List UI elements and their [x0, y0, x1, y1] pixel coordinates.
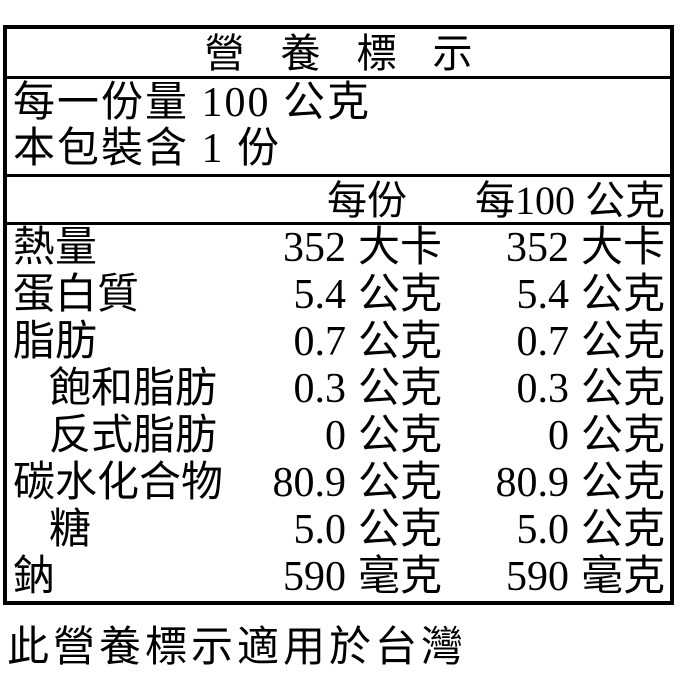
per-100g-unit: 公克: [580, 272, 665, 318]
per-serving-unit: 大卡: [357, 225, 442, 271]
per-serving-unit: 公克: [357, 319, 442, 365]
per-100g-unit: 公克: [580, 413, 665, 459]
per-serving-unit: 公克: [357, 272, 442, 318]
nutrient-table: 熱量 352 大卡 352 大卡 蛋白質 5.4 公克 5.4 公克 脂肪 0.7 公克 …: [7, 225, 670, 601]
nutrient-row-trans-fat: 反式脂肪 0 公克 0 公克: [7, 413, 670, 460]
nutrient-name: 脂肪: [13, 319, 98, 365]
per-serving-unit: 公克: [357, 413, 442, 459]
nutrient-name: 糖: [49, 507, 92, 553]
per-100g-unit: 毫克: [580, 554, 665, 600]
per-100g-unit: 公克: [580, 366, 665, 412]
nutrient-row-calories: 熱量 352 大卡 352 大卡: [7, 225, 670, 272]
per-100g-unit: 公克: [580, 507, 665, 553]
per-serving-value: 352 大卡: [282, 225, 442, 271]
per-serving-unit: 毫克: [357, 554, 442, 600]
nutrient-name: 蛋白質: [13, 272, 140, 318]
column-header-row: 每份 每100 公克: [7, 177, 670, 225]
per-100g-unit: 公克: [580, 460, 665, 506]
per-100g-value: 352 大卡: [505, 225, 665, 271]
per-100g-unit: 公克: [580, 319, 665, 365]
nutrient-row-sugar: 糖 5.0 公克 5.0 公克: [7, 507, 670, 554]
per-100g-unit: 大卡: [580, 225, 665, 271]
nutrient-row-saturated-fat: 飽和脂肪 0.3 公克 0.3 公克: [7, 366, 670, 413]
nutrient-name: 鈉: [13, 554, 56, 600]
per-serving-unit: 公克: [357, 507, 442, 553]
per-100g-value: 80.9 公克: [495, 460, 665, 506]
serving-info-section: 每一份量 100 公克 本包裝含 1 份: [7, 79, 670, 177]
region-applicability-note: 此營養標示適用於台灣: [7, 625, 468, 671]
per-serving-value: 0 公克: [324, 413, 442, 459]
per-serving-value: 0.3 公克: [293, 366, 442, 412]
nutrient-row-sodium: 鈉 590 毫克 590 毫克: [7, 554, 670, 601]
per-serving-unit: 公克: [357, 460, 442, 506]
per-100g-value: 0 公克: [547, 413, 665, 459]
per-serving-value: 5.0 公克: [293, 507, 442, 553]
per-serving-unit: 公克: [357, 366, 442, 412]
nutrient-name: 飽和脂肪: [49, 366, 218, 412]
column-header-per-100g: 每100 公克: [475, 178, 665, 223]
nutrient-row-carbohydrate: 碳水化合物 80.9 公克 80.9 公克: [7, 460, 670, 507]
per-serving-value: 5.4 公克: [293, 272, 442, 318]
nutrient-row-fat: 脂肪 0.7 公克 0.7 公克: [7, 319, 670, 366]
per-serving-value: 0.7 公克: [293, 319, 442, 365]
serving-size-line: 每一份量 100 公克: [13, 80, 372, 126]
servings-per-package-line: 本包裝含 1 份: [13, 126, 282, 172]
per-100g-value: 0.7 公克: [516, 319, 665, 365]
label-title: 營養標示: [7, 29, 670, 79]
per-100g-value: 590 毫克: [505, 554, 665, 600]
nutrient-name: 碳水化合物: [13, 460, 224, 506]
per-100g-value: 0.3 公克: [516, 366, 665, 412]
nutrition-label: 營養標示 每一份量 100 公克 本包裝含 1 份 每份 每100 公克 熱量 …: [3, 25, 674, 605]
nutrient-row-protein: 蛋白質 5.4 公克 5.4 公克: [7, 272, 670, 319]
per-serving-value: 80.9 公克: [272, 460, 442, 506]
per-serving-value: 590 毫克: [282, 554, 442, 600]
per-100g-value: 5.4 公克: [516, 272, 665, 318]
per-100g-value: 5.0 公克: [516, 507, 665, 553]
nutrient-name: 反式脂肪: [49, 413, 218, 459]
nutrient-name: 熱量: [13, 225, 98, 271]
column-header-per-serving: 每份: [327, 178, 407, 223]
